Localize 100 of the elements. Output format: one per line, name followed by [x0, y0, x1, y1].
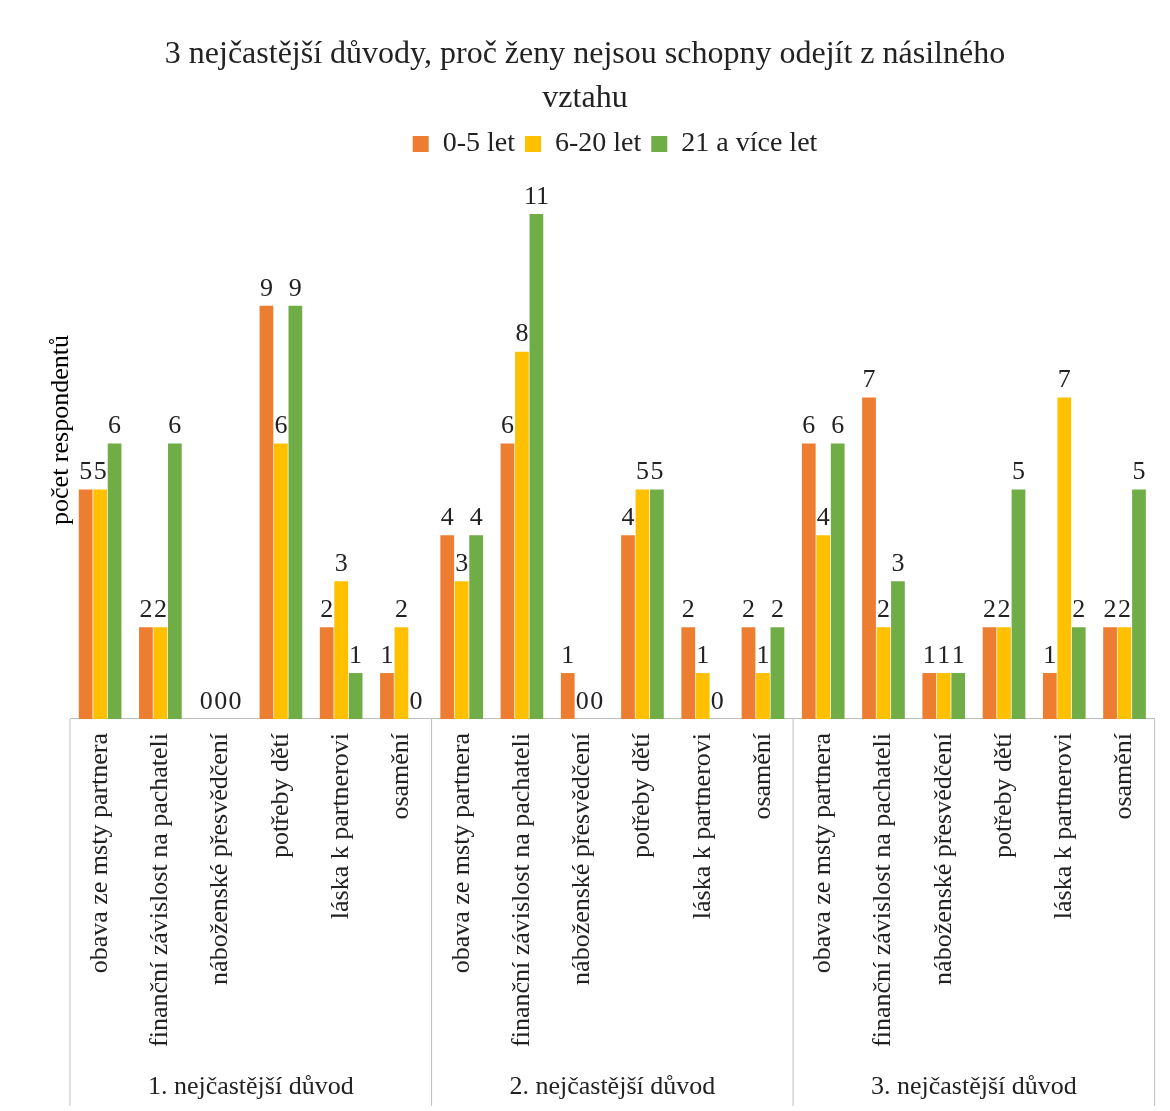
bar [1057, 397, 1072, 719]
bar [816, 535, 831, 719]
bar [78, 489, 93, 719]
bar [635, 489, 650, 719]
data-label: 3 [891, 548, 905, 578]
x-tick-label: náboženské přesvědčení [566, 732, 596, 985]
y-axis-title: počet respondentů [45, 334, 75, 527]
text: 1. nejčastější důvod [147, 1070, 354, 1100]
data-label: 5 [650, 456, 664, 486]
bar [529, 213, 544, 719]
x-tick-label: potřeby dětí [626, 732, 656, 858]
data-label: 2 [139, 593, 153, 623]
bar [695, 673, 710, 719]
x-tick-label: osamění [1108, 732, 1138, 820]
data-label: 2 [320, 593, 334, 623]
bar [650, 489, 664, 719]
data-label: 1 [349, 639, 363, 669]
bar [1071, 627, 1086, 719]
bar [862, 397, 876, 719]
data-label: 2 [394, 593, 408, 623]
data-label: 1 [951, 639, 965, 669]
bar [876, 627, 891, 719]
data-label: 2 [770, 593, 784, 623]
data-label: 11 [523, 180, 549, 210]
x-tick-label: náboženské přesvědčení [927, 732, 957, 985]
bar [801, 443, 816, 719]
data-label: 6 [802, 410, 816, 440]
bar [139, 627, 153, 719]
bar [394, 627, 409, 719]
x-tick-label: finanční závislost na pachateli [505, 732, 535, 1047]
x-tick-label: láska k partnerovi [1048, 732, 1078, 920]
x-tick-label: obava ze msty partnera [445, 732, 475, 974]
data-label: 2 [1118, 593, 1132, 623]
bar [259, 305, 274, 719]
data-label: 1 [922, 639, 936, 669]
bar [274, 443, 288, 719]
bar [1011, 489, 1026, 719]
legend-label: 6-20 let [554, 126, 642, 158]
x-tick-label: náboženské přesvědčení [204, 732, 234, 985]
x-tick-label: obava ze msty partnera [83, 732, 113, 974]
data-label: 3 [455, 548, 469, 578]
chart-title: 3 nejčastější důvody, proč ženy nejsou schopny odejít z násilného vztahu [163, 33, 1007, 116]
data-label: 1 [561, 639, 575, 669]
data-label: 9 [259, 272, 273, 302]
data-label: 1 [756, 639, 770, 669]
data-label: 4 [469, 502, 483, 532]
data-label: 6 [274, 410, 288, 440]
bar [756, 673, 770, 719]
data-label: 0 [228, 685, 242, 715]
bar [922, 673, 937, 719]
bar [1042, 673, 1057, 719]
bar [348, 673, 363, 719]
data-label: 7 [862, 364, 876, 394]
x-tick-label: potřeby dětí [987, 732, 1017, 858]
data-label: 2 [876, 593, 890, 623]
bar [982, 627, 997, 719]
data-label: 2 [681, 593, 695, 623]
bar [560, 673, 575, 719]
bar [936, 673, 951, 719]
legend-label: 21 a více let [681, 126, 818, 158]
data-label: 9 [288, 272, 302, 302]
data-label: 2 [983, 593, 997, 623]
text: 2. nejčastější důvod [509, 1070, 716, 1100]
bar [515, 351, 529, 719]
data-label: 8 [515, 318, 529, 348]
text: 3. nejčastější důvod [870, 1070, 1077, 1100]
data-label: 6 [168, 410, 182, 440]
x-tick-label: osamění [385, 732, 415, 820]
data-label: 4 [621, 502, 635, 532]
bar [93, 489, 107, 719]
bar [1132, 489, 1146, 719]
x-tick-label: finanční závislost na pachateli [144, 732, 174, 1047]
bar [440, 535, 455, 719]
bar [380, 673, 394, 719]
bar [741, 627, 756, 719]
bar [288, 305, 303, 719]
data-label: 2 [742, 593, 756, 623]
x-tick-label: láska k partnerovi [324, 732, 354, 920]
bar [951, 673, 966, 719]
data-label: 2 [1072, 593, 1086, 623]
legend-label: 0-5 let [442, 126, 516, 158]
x-tick-label: potřeby dětí [264, 732, 294, 858]
bar [153, 627, 168, 719]
data-label: 0 [409, 685, 423, 715]
data-label: 2 [997, 593, 1011, 623]
data-label: 2 [153, 593, 167, 623]
data-label: 0 [199, 685, 213, 715]
bar [770, 627, 785, 719]
bar [1117, 627, 1132, 719]
data-label: 0 [590, 685, 604, 715]
data-label: 3 [334, 548, 348, 578]
data-label: 1 [937, 639, 951, 669]
data-label: 5 [79, 456, 93, 486]
bar [469, 535, 484, 719]
data-label: 5 [635, 456, 649, 486]
bar [681, 627, 696, 719]
x-tick-label: láska k partnerovi [686, 732, 716, 920]
data-label: 6 [831, 410, 845, 440]
data-label: 6 [108, 410, 122, 440]
data-label: 7 [1057, 364, 1071, 394]
